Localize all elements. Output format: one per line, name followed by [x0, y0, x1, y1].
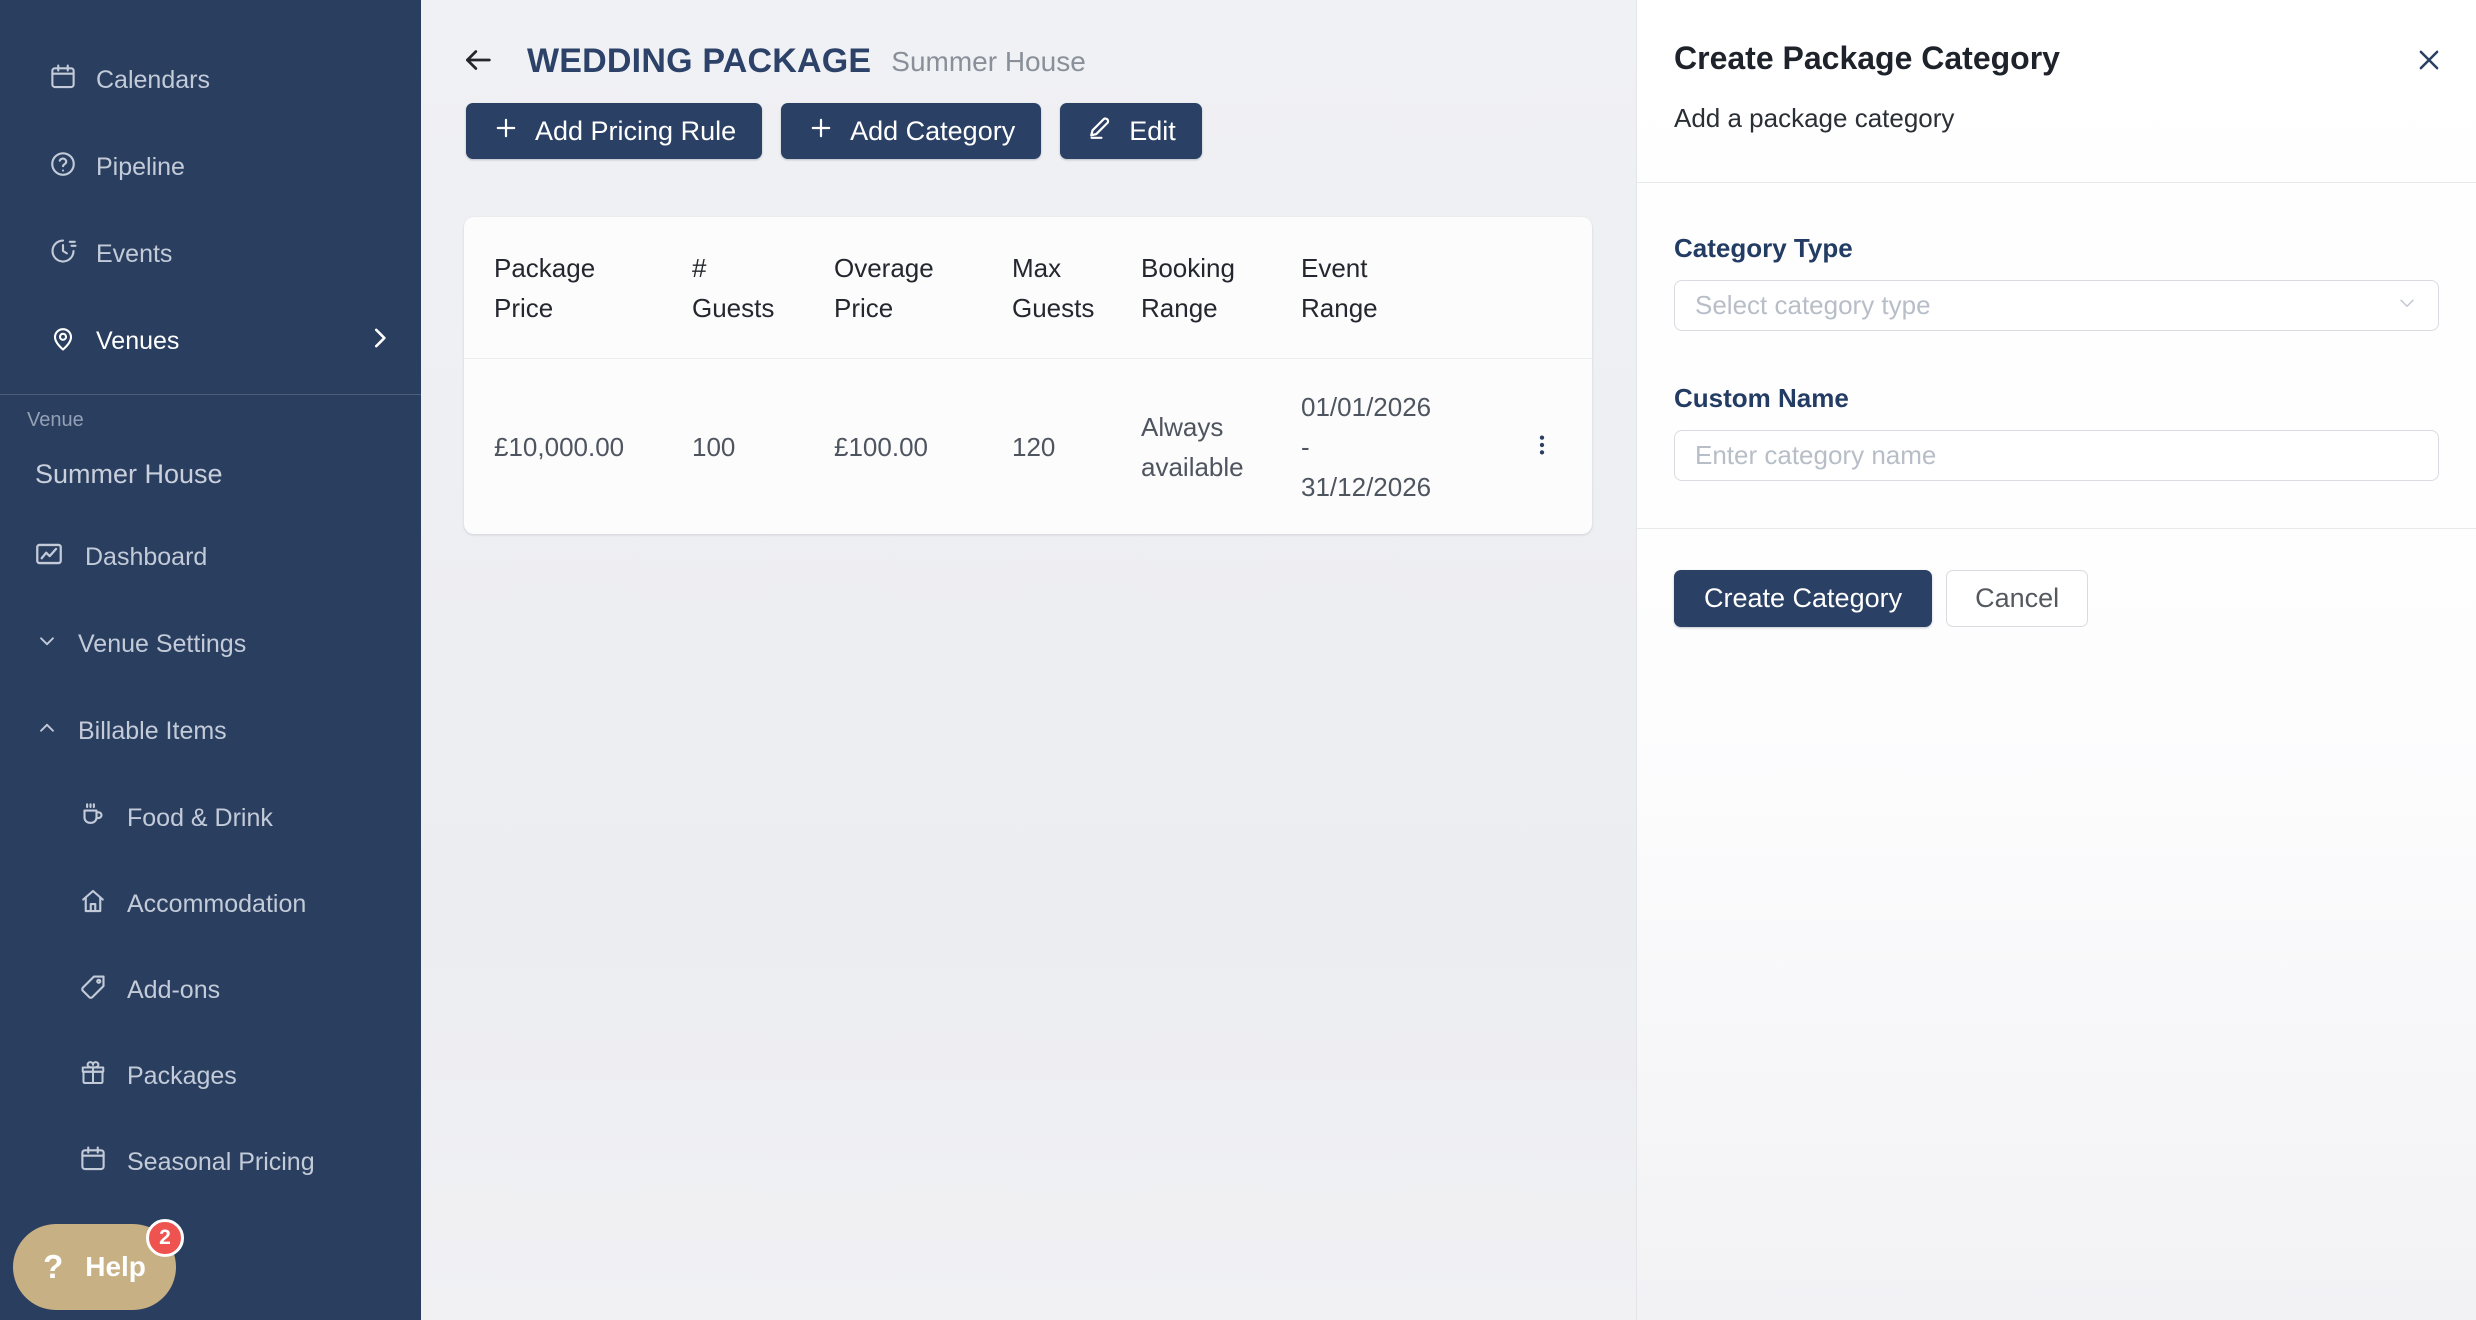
help-notification-badge: 2 [146, 1219, 184, 1257]
create-category-button[interactable]: Create Category [1674, 570, 1933, 627]
toolbar: Add Pricing Rule Add Category Edit [466, 103, 1636, 159]
cell-package-price: £10,000.00 [494, 431, 625, 462]
row-actions-menu-button[interactable] [1529, 432, 1555, 461]
pricing-table-card: Package Price # Guests Overage Price Max… [464, 217, 1592, 534]
primary-nav: Calendars Pipeline Events Venues [0, 0, 421, 385]
calendar-icon [78, 1144, 108, 1181]
column-header-num-guests: # Guests [692, 252, 775, 323]
column-header-package-price: Package Price [494, 252, 596, 323]
chevron-up-icon [36, 717, 58, 746]
sidebar-item-add-ons[interactable]: Add-ons [0, 947, 421, 1033]
venue-section-label: Venue [27, 409, 84, 431]
close-icon [2414, 45, 2444, 78]
column-header-max-guests: Max Guests [1012, 252, 1095, 323]
coffee-icon [78, 800, 108, 837]
sidebar-item-label: Packages [127, 1061, 237, 1090]
help-circle-icon [48, 149, 78, 186]
sidebar-item-calendars[interactable]: Calendars [0, 37, 421, 124]
venue-name[interactable]: Summer House [35, 459, 223, 489]
column-header-event-range: Event Range [1301, 252, 1378, 323]
cell-num-guests: 100 [692, 431, 736, 462]
table-row: £10,000.00 100 £100.00 120 Always availa… [464, 359, 1592, 534]
sidebar-item-venues[interactable]: Venues [0, 298, 421, 385]
chevron-down-icon [2396, 290, 2418, 321]
plus-icon [492, 114, 520, 149]
sidebar-item-label: Food & Drink [127, 803, 273, 832]
sidebar-item-pipeline[interactable]: Pipeline [0, 124, 421, 211]
clock-icon [48, 236, 78, 273]
sidebar-item-label: Events [96, 240, 173, 268]
add-pricing-rule-button[interactable]: Add Pricing Rule [466, 103, 763, 159]
cell-booking-range: Always available [1141, 411, 1244, 482]
help-label: Help [85, 1251, 146, 1282]
category-type-label: Category Type [1674, 233, 1853, 263]
panel-divider [1637, 182, 2476, 183]
map-pin-icon [48, 323, 78, 360]
sidebar-item-label: Venue Settings [78, 630, 247, 658]
calendar-icon [48, 62, 78, 99]
panel-subtitle: Add a package category [1674, 103, 1955, 133]
sidebar-item-label: Dashboard [85, 543, 208, 571]
custom-name-label: Custom Name [1674, 383, 1849, 413]
sidebar-item-dashboard[interactable]: Dashboard [0, 514, 421, 601]
chart-icon [33, 538, 65, 577]
gift-icon [78, 1058, 108, 1095]
panel-actions: Create Category Cancel [1674, 570, 2439, 627]
add-category-button[interactable]: Add Category [781, 103, 1042, 159]
panel-divider [1637, 528, 2476, 529]
sidebar-item-venue-settings[interactable]: Venue Settings [0, 601, 421, 688]
house-icon [78, 886, 108, 923]
kebab-menu-icon [1529, 432, 1555, 461]
sidebar-item-packages[interactable]: Packages [0, 1033, 421, 1119]
add-pricing-rule-label: Add Pricing Rule [535, 115, 737, 146]
chevron-down-icon [36, 630, 58, 659]
create-package-category-panel: Create Package Category Add a package ca… [1636, 0, 2476, 1320]
venue-nav: Dashboard Venue Settings Billable Items [0, 514, 421, 775]
sidebar-item-label: Seasonal Pricing [127, 1147, 315, 1176]
page-subtitle: Summer House [891, 45, 1086, 77]
chevron-right-icon [365, 323, 395, 360]
add-category-label: Add Category [850, 115, 1016, 146]
custom-name-input[interactable] [1674, 430, 2439, 481]
sidebar-item-label: Add-ons [127, 975, 221, 1004]
edit-button[interactable]: Edit [1060, 103, 1202, 159]
cancel-button[interactable]: Cancel [1946, 570, 2089, 627]
cell-event-range: 01/01/2026 - 31/12/2026 [1301, 391, 1432, 502]
table-header-row: Package Price # Guests Overage Price Max… [464, 217, 1592, 359]
arrow-left-icon [461, 43, 495, 80]
main-content: WEDDING PACKAGE Summer House Add Pricing… [421, 0, 1636, 1320]
plus-icon [807, 114, 835, 149]
cell-max-guests: 120 [1012, 431, 1056, 462]
question-mark-icon: ? [43, 1248, 64, 1285]
cell-overage-price: £100.00 [834, 431, 928, 462]
category-type-placeholder: Select category type [1695, 290, 1931, 320]
category-type-select[interactable]: Select category type [1674, 280, 2439, 331]
column-header-booking-range: Booking Range [1141, 252, 1235, 323]
tag-icon [78, 972, 108, 1009]
sidebar-item-label: Pipeline [96, 153, 185, 181]
sidebar: Calendars Pipeline Events Venues [0, 0, 421, 1320]
sidebar-item-label: Accommodation [127, 889, 307, 918]
close-button[interactable] [2412, 44, 2446, 78]
sidebar-item-seasonal-pricing[interactable]: Seasonal Pricing [0, 1119, 421, 1205]
sidebar-item-label: Venues [96, 327, 180, 355]
pencil-icon [1086, 114, 1114, 149]
column-header-overage-price: Overage Price [834, 252, 934, 323]
back-button[interactable] [461, 45, 495, 79]
sidebar-item-billable-items[interactable]: Billable Items [0, 688, 421, 775]
sidebar-item-events[interactable]: Events [0, 211, 421, 298]
sidebar-item-label: Billable Items [78, 717, 227, 745]
panel-title: Create Package Category [1674, 40, 2060, 76]
edit-label: Edit [1129, 115, 1176, 146]
sidebar-divider [0, 394, 421, 395]
sidebar-item-label: Calendars [96, 66, 210, 94]
page-title: WEDDING PACKAGE [527, 42, 872, 80]
sidebar-item-accommodation[interactable]: Accommodation [0, 861, 421, 947]
page-header: WEDDING PACKAGE Summer House [461, 42, 1636, 81]
sidebar-item-food-drink[interactable]: Food & Drink [0, 775, 421, 861]
billable-items-subnav: Food & Drink Accommodation Add-ons Packa… [0, 775, 421, 1205]
